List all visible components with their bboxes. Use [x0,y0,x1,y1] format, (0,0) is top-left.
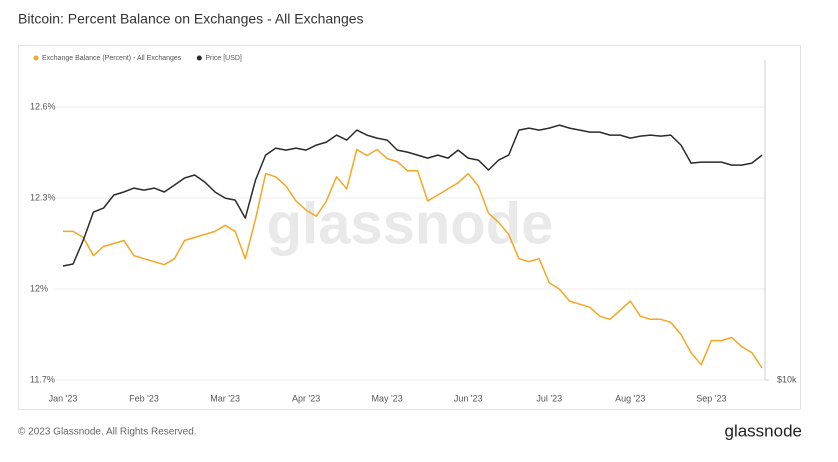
x-tick-label: Feb '23 [129,393,159,403]
y-tick-label: 12.3% [30,192,56,202]
x-tick-label: Jun '23 [454,393,483,403]
legend-swatch [196,55,202,61]
legend-swatch [33,55,39,61]
series-line [63,148,763,369]
legend-label: Price [USD] [205,55,242,62]
x-tick-label: Aug '23 [615,393,645,403]
x-tick-label: Jan '23 [49,393,78,403]
x-tick-label: May '23 [372,393,403,403]
x-tick-label: Jul '23 [536,393,562,403]
chart-frame [18,45,801,410]
brand-logo: glassnode [724,421,802,440]
y-tick-label: 12.6% [30,101,56,111]
legend-label: Exchange Balance (Percent) - All Exchang… [42,55,182,62]
x-tick-label: Mar '23 [210,393,240,403]
x-tick-label: Apr '23 [292,393,320,403]
watermark: glassnode [267,191,554,256]
y-tick-label: 11.7% [30,374,55,384]
x-tick-label: Sep '23 [696,393,726,403]
y2-tick-label: $10k [777,374,797,384]
chart-title: Bitcoin: Percent Balance on Exchanges - … [18,11,364,27]
footer: © 2023 Glassnode. All Rights Reserved. [18,427,197,438]
y-tick-label: 12% [30,283,48,293]
series-line [62,124,763,267]
